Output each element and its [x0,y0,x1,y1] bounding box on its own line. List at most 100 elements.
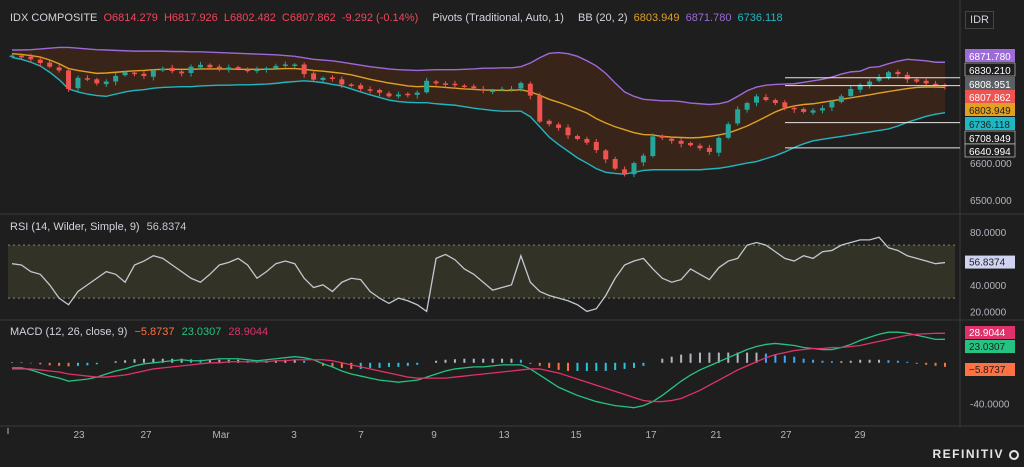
bb-fill-band [12,47,945,175]
candle-body [537,95,543,122]
bb-lower-line [11,56,946,175]
candle-body [443,83,449,85]
candle-body [791,107,797,110]
candle-body [141,73,147,76]
bb-basis-value: 6803.949 [633,12,680,24]
x-tick-label: Mar [212,430,230,441]
rsi-tick-label: 20.0000 [970,307,1007,318]
candle-body [895,71,901,75]
candle-body [640,155,646,163]
candle-body [857,84,863,90]
candle-body [518,83,524,89]
price-badge-label: 6803.949 [969,106,1011,117]
candle-body [490,90,496,92]
candle-body [367,89,373,91]
rsi-value-badge [965,255,1015,269]
candle-body [179,71,185,74]
candle-body [66,70,72,89]
candle-body [480,88,486,91]
x-tick-label: 15 [570,430,582,441]
candle-body [933,83,939,86]
candle-body [819,108,825,111]
macd-badge-label: 23.0307 [969,342,1006,353]
x-tick-label: 13 [498,430,510,441]
change-value: -9.292 (-0.14%) [341,12,419,24]
candle-body [565,127,571,136]
candle-body [94,79,100,84]
candle-body [527,83,533,96]
candle-body [414,92,420,95]
open-value: O6814.279 [103,12,158,24]
candle-body [160,68,166,71]
candle-body [37,59,43,63]
candle-body [226,67,232,69]
candle-body [282,64,288,66]
bb-label[interactable]: BB (20, 2) [578,12,628,24]
currency-label[interactable]: IDR [965,11,994,29]
candle-body [254,69,260,72]
candle-body [876,77,882,81]
candle-body [697,145,703,149]
macd-badge [965,363,1015,376]
low-value: L6802.482 [223,12,276,24]
macd-signal-line [12,332,946,403]
candle-body [292,64,298,66]
pivots-label[interactable]: Pivots (Traditional, Auto, 1) [432,12,564,24]
candle-body [763,97,769,101]
x-tick-label: 29 [854,430,866,441]
candle-body [782,102,788,108]
candle-body [612,158,618,169]
price-tick-label: 6500.000 [970,196,1012,207]
candle-body [622,169,628,175]
candle-body [810,110,816,113]
rsi-label[interactable]: RSI (14, Wilder, Simple, 9) [10,221,140,233]
candle-body [452,83,458,86]
candle-body [744,103,750,110]
x-tick-label: 23 [73,430,85,441]
x-tick-label: 3 [291,430,297,441]
refinitiv-logo: REFINITIV [932,447,1004,461]
candle-body [329,77,335,79]
x-tick-label: 27 [780,430,792,441]
rsi-value: 56.8374 [146,221,187,233]
candle-body [914,79,920,82]
candle-body [706,147,712,152]
candle-body [556,124,562,128]
candle-body [188,66,194,73]
candle-body [348,84,354,86]
candle-body [150,70,156,77]
candle-body [197,64,203,68]
price-header: IDX COMPOSITE O6814.279 H6817.926 L6802.… [10,12,786,24]
refinitiv-logo-icon [1009,450,1019,460]
candle-body [688,143,694,146]
rsi-band [8,245,955,299]
symbol-label[interactable]: IDX COMPOSITE [10,12,98,24]
bb-lower-value: 6736.118 [737,12,783,24]
candle-body [885,72,891,78]
candle-body [9,55,15,58]
candle-body [169,67,175,72]
candle-body [358,85,364,89]
candle-body [546,120,552,125]
candle-body [235,67,241,69]
candle-body [904,74,910,80]
candle-body [18,55,24,58]
candle-body [848,88,854,96]
macd-header: MACD (12, 26, close, 9) −5.8737 23.0307 … [10,326,268,338]
candle-body [216,66,222,69]
macd-label[interactable]: MACD (12, 26, close, 9) [10,326,128,338]
candle-body [593,141,599,151]
macd-badge [965,326,1015,339]
macd-badge [965,340,1015,353]
macd-badge-label: 28.9044 [969,328,1006,339]
candle-body [207,64,213,68]
price-badge [964,143,1016,158]
candle-body [678,140,684,144]
bb-upper-line [12,46,945,106]
high-value: H6817.926 [163,12,218,24]
candle-body [28,56,34,60]
candle-body [772,100,778,104]
candle-body [301,64,307,75]
candle-body [584,138,590,143]
candle-body [263,68,269,70]
